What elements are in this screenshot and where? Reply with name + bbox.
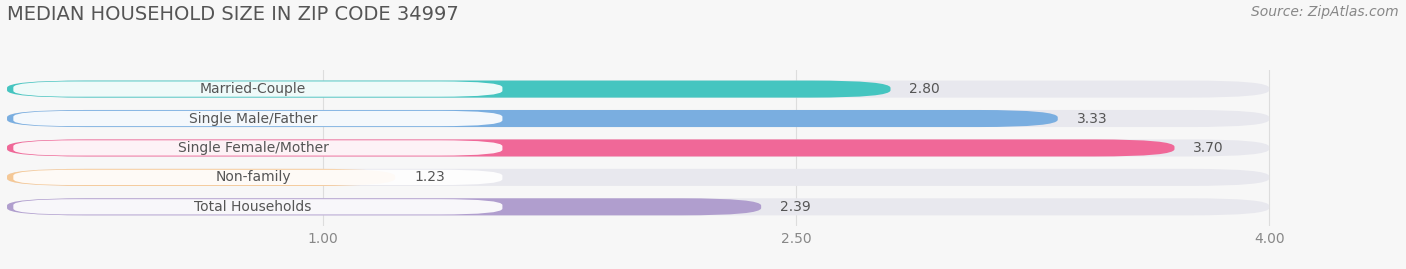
FancyBboxPatch shape [7,139,1174,157]
Text: 2.80: 2.80 [910,82,941,96]
FancyBboxPatch shape [13,170,502,185]
FancyBboxPatch shape [13,82,502,97]
FancyBboxPatch shape [7,80,890,98]
FancyBboxPatch shape [13,140,502,155]
FancyBboxPatch shape [7,80,1270,98]
FancyBboxPatch shape [7,139,1270,157]
FancyBboxPatch shape [7,169,395,186]
FancyBboxPatch shape [7,169,1270,186]
FancyBboxPatch shape [7,198,761,215]
FancyBboxPatch shape [7,198,1270,215]
Text: Married-Couple: Married-Couple [200,82,307,96]
Text: Source: ZipAtlas.com: Source: ZipAtlas.com [1251,5,1399,19]
Text: 3.70: 3.70 [1194,141,1225,155]
FancyBboxPatch shape [7,110,1057,127]
Text: Total Households: Total Households [194,200,312,214]
FancyBboxPatch shape [7,110,1270,127]
FancyBboxPatch shape [13,199,502,214]
Text: MEDIAN HOUSEHOLD SIZE IN ZIP CODE 34997: MEDIAN HOUSEHOLD SIZE IN ZIP CODE 34997 [7,5,458,24]
Text: 2.39: 2.39 [780,200,811,214]
Text: Non-family: Non-family [215,170,291,184]
Text: 1.23: 1.23 [415,170,444,184]
Text: Single Male/Father: Single Male/Father [188,112,318,126]
FancyBboxPatch shape [13,111,502,126]
Text: Single Female/Mother: Single Female/Mother [177,141,329,155]
Text: 3.33: 3.33 [1077,112,1108,126]
